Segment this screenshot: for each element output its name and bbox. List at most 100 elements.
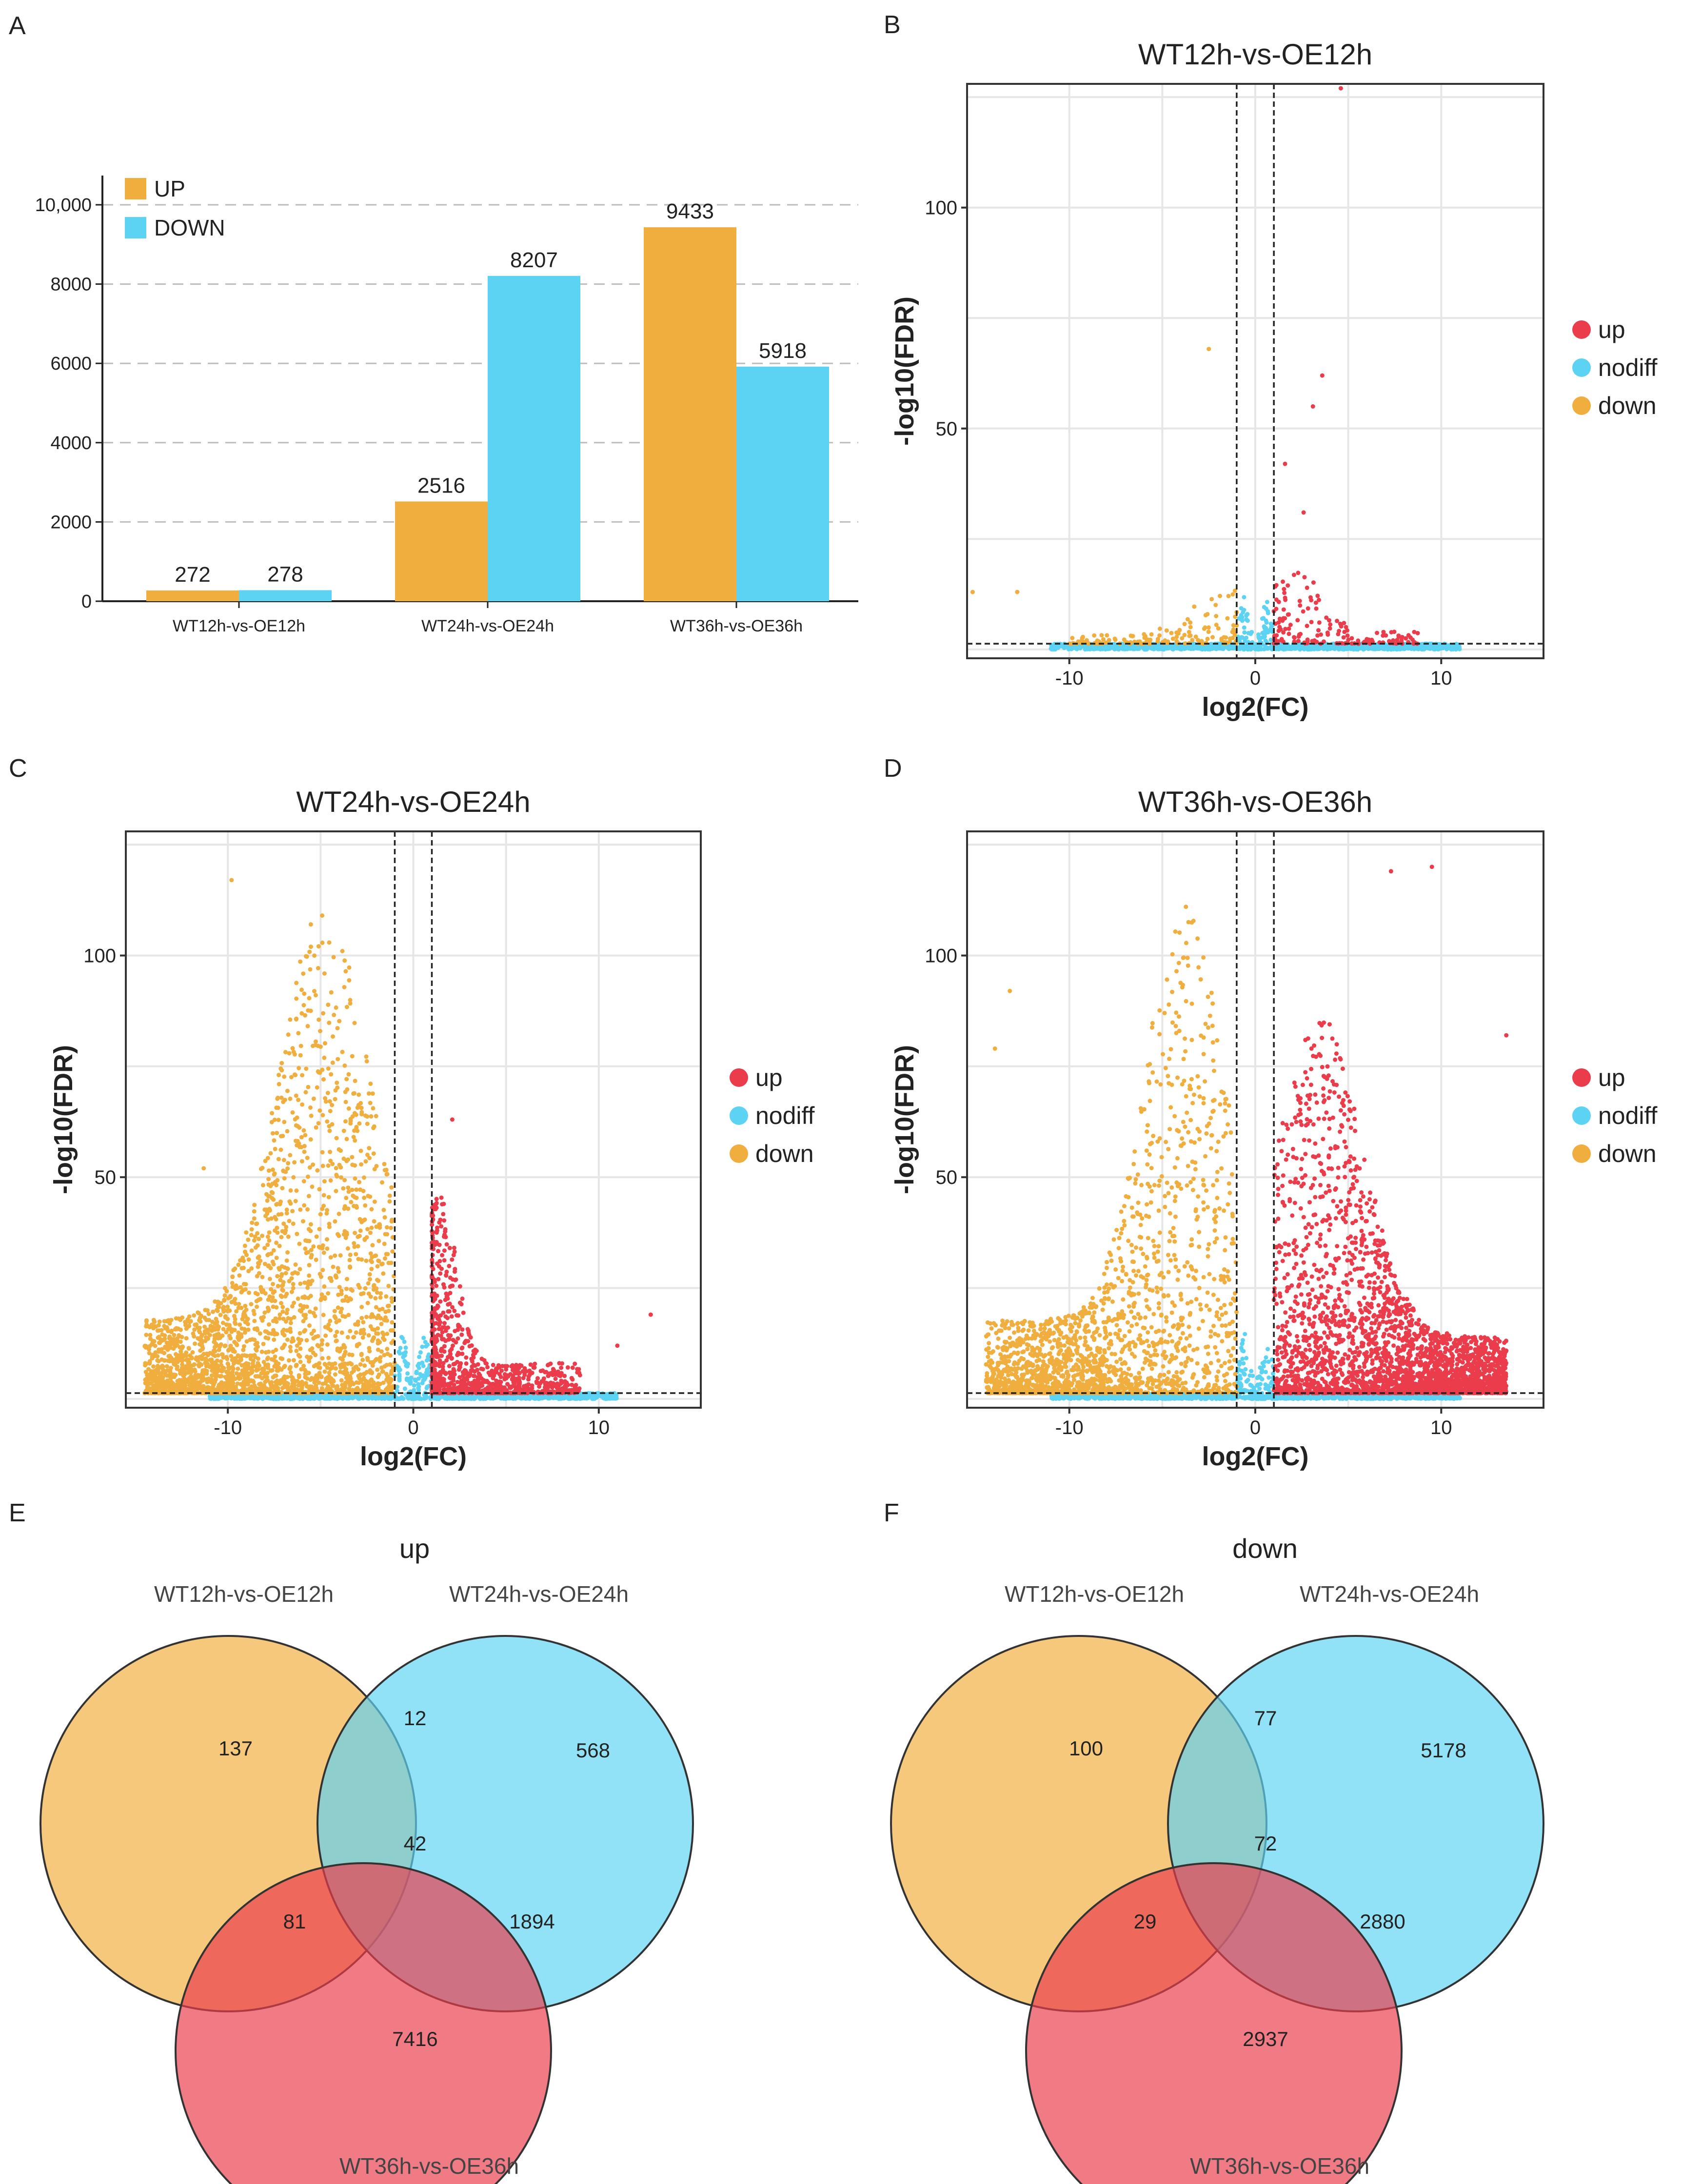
point-nodiff	[365, 1395, 370, 1400]
point-down	[334, 1189, 338, 1194]
point-up	[1356, 638, 1361, 643]
point-nodiff	[213, 1397, 218, 1401]
point-down	[306, 1174, 310, 1179]
point-down	[384, 1252, 389, 1257]
point-down	[333, 1334, 338, 1338]
point-down	[339, 1378, 344, 1383]
point-down	[1182, 632, 1187, 637]
point-nodiff	[421, 1378, 426, 1383]
point-up	[1283, 597, 1288, 602]
point-nodiff	[416, 1382, 421, 1387]
point-nodiff	[318, 1394, 323, 1398]
point-nodiff	[400, 1336, 405, 1340]
point-down	[374, 1114, 378, 1119]
point-up	[1336, 631, 1341, 636]
point-down	[328, 1159, 333, 1163]
point-up	[1291, 572, 1296, 577]
point-down	[364, 1054, 369, 1059]
point-nodiff	[276, 1397, 281, 1401]
point-down	[1070, 636, 1075, 640]
point-down	[222, 1293, 227, 1298]
point-down	[275, 1178, 280, 1182]
point-up	[1349, 641, 1354, 646]
point-up	[1346, 637, 1351, 642]
point-down	[337, 1285, 342, 1290]
point-up	[1279, 637, 1284, 642]
point-down	[330, 1102, 335, 1107]
legend-label: nodiff	[1598, 354, 1658, 381]
point-down	[206, 1312, 211, 1317]
point-nodiff	[1258, 646, 1263, 651]
point-down	[295, 1232, 299, 1237]
point-down	[1203, 625, 1207, 630]
point-down	[1230, 592, 1235, 597]
point-down	[291, 1358, 296, 1363]
point-down	[249, 1248, 254, 1253]
point-down	[359, 1112, 364, 1117]
point-nodiff	[232, 1396, 237, 1401]
point-nodiff	[1249, 630, 1254, 634]
point-down	[1079, 638, 1084, 643]
point-nodiff	[578, 1393, 583, 1398]
point-down	[364, 1259, 369, 1263]
point-down	[1122, 637, 1127, 642]
point-up	[1406, 633, 1411, 638]
point-up	[1310, 404, 1315, 409]
point-down	[276, 1105, 280, 1110]
point-down	[382, 1215, 387, 1220]
point-up	[1367, 641, 1372, 646]
point-down	[305, 1207, 310, 1212]
point-nodiff	[1166, 645, 1170, 650]
point-down	[376, 1239, 381, 1243]
point-up	[1411, 641, 1416, 646]
bar-up	[395, 501, 488, 601]
point-up	[1282, 587, 1286, 591]
point-down	[292, 1160, 297, 1165]
point-down	[318, 1029, 322, 1033]
point-down	[302, 1203, 307, 1208]
point-down	[1104, 640, 1108, 645]
point-up	[1309, 620, 1314, 625]
point-down	[322, 1179, 327, 1184]
point-down	[322, 1284, 327, 1289]
point-nodiff	[397, 1351, 402, 1356]
point-nodiff	[433, 1394, 438, 1399]
point-down	[348, 1329, 353, 1334]
point-down	[1095, 638, 1100, 643]
point-nodiff	[1069, 646, 1074, 651]
point-down	[327, 940, 332, 945]
plot-title: WT12h-vs-OE12h	[1138, 38, 1372, 71]
point-down	[1164, 628, 1169, 633]
point-down	[384, 1294, 389, 1299]
point-up	[1276, 599, 1281, 604]
point-nodiff	[1445, 647, 1449, 651]
point-down	[1081, 634, 1085, 639]
point-up	[1310, 639, 1315, 644]
point-down	[295, 1115, 299, 1120]
point-up	[1365, 638, 1370, 643]
point-up	[1319, 632, 1323, 637]
point-down	[184, 1336, 189, 1341]
point-up	[1272, 633, 1277, 638]
point-down	[331, 1264, 336, 1269]
point-down	[244, 1339, 249, 1344]
point-nodiff	[283, 1395, 288, 1399]
point-down	[1210, 635, 1215, 640]
point-down	[250, 1337, 255, 1342]
point-nodiff	[1415, 647, 1420, 651]
point-down	[1176, 631, 1181, 636]
point-down	[1142, 635, 1147, 640]
point-down	[241, 1348, 246, 1353]
point-down	[291, 1175, 296, 1180]
point-down	[196, 1310, 200, 1315]
point-down	[356, 1322, 360, 1327]
point-down	[346, 1106, 351, 1111]
point-down	[319, 1386, 324, 1391]
point-down	[1231, 627, 1236, 632]
point-down	[350, 1054, 355, 1059]
point-up	[1327, 618, 1331, 623]
y-tick-label: 4000	[50, 433, 92, 453]
point-up	[1415, 630, 1420, 635]
point-down	[352, 1195, 357, 1200]
